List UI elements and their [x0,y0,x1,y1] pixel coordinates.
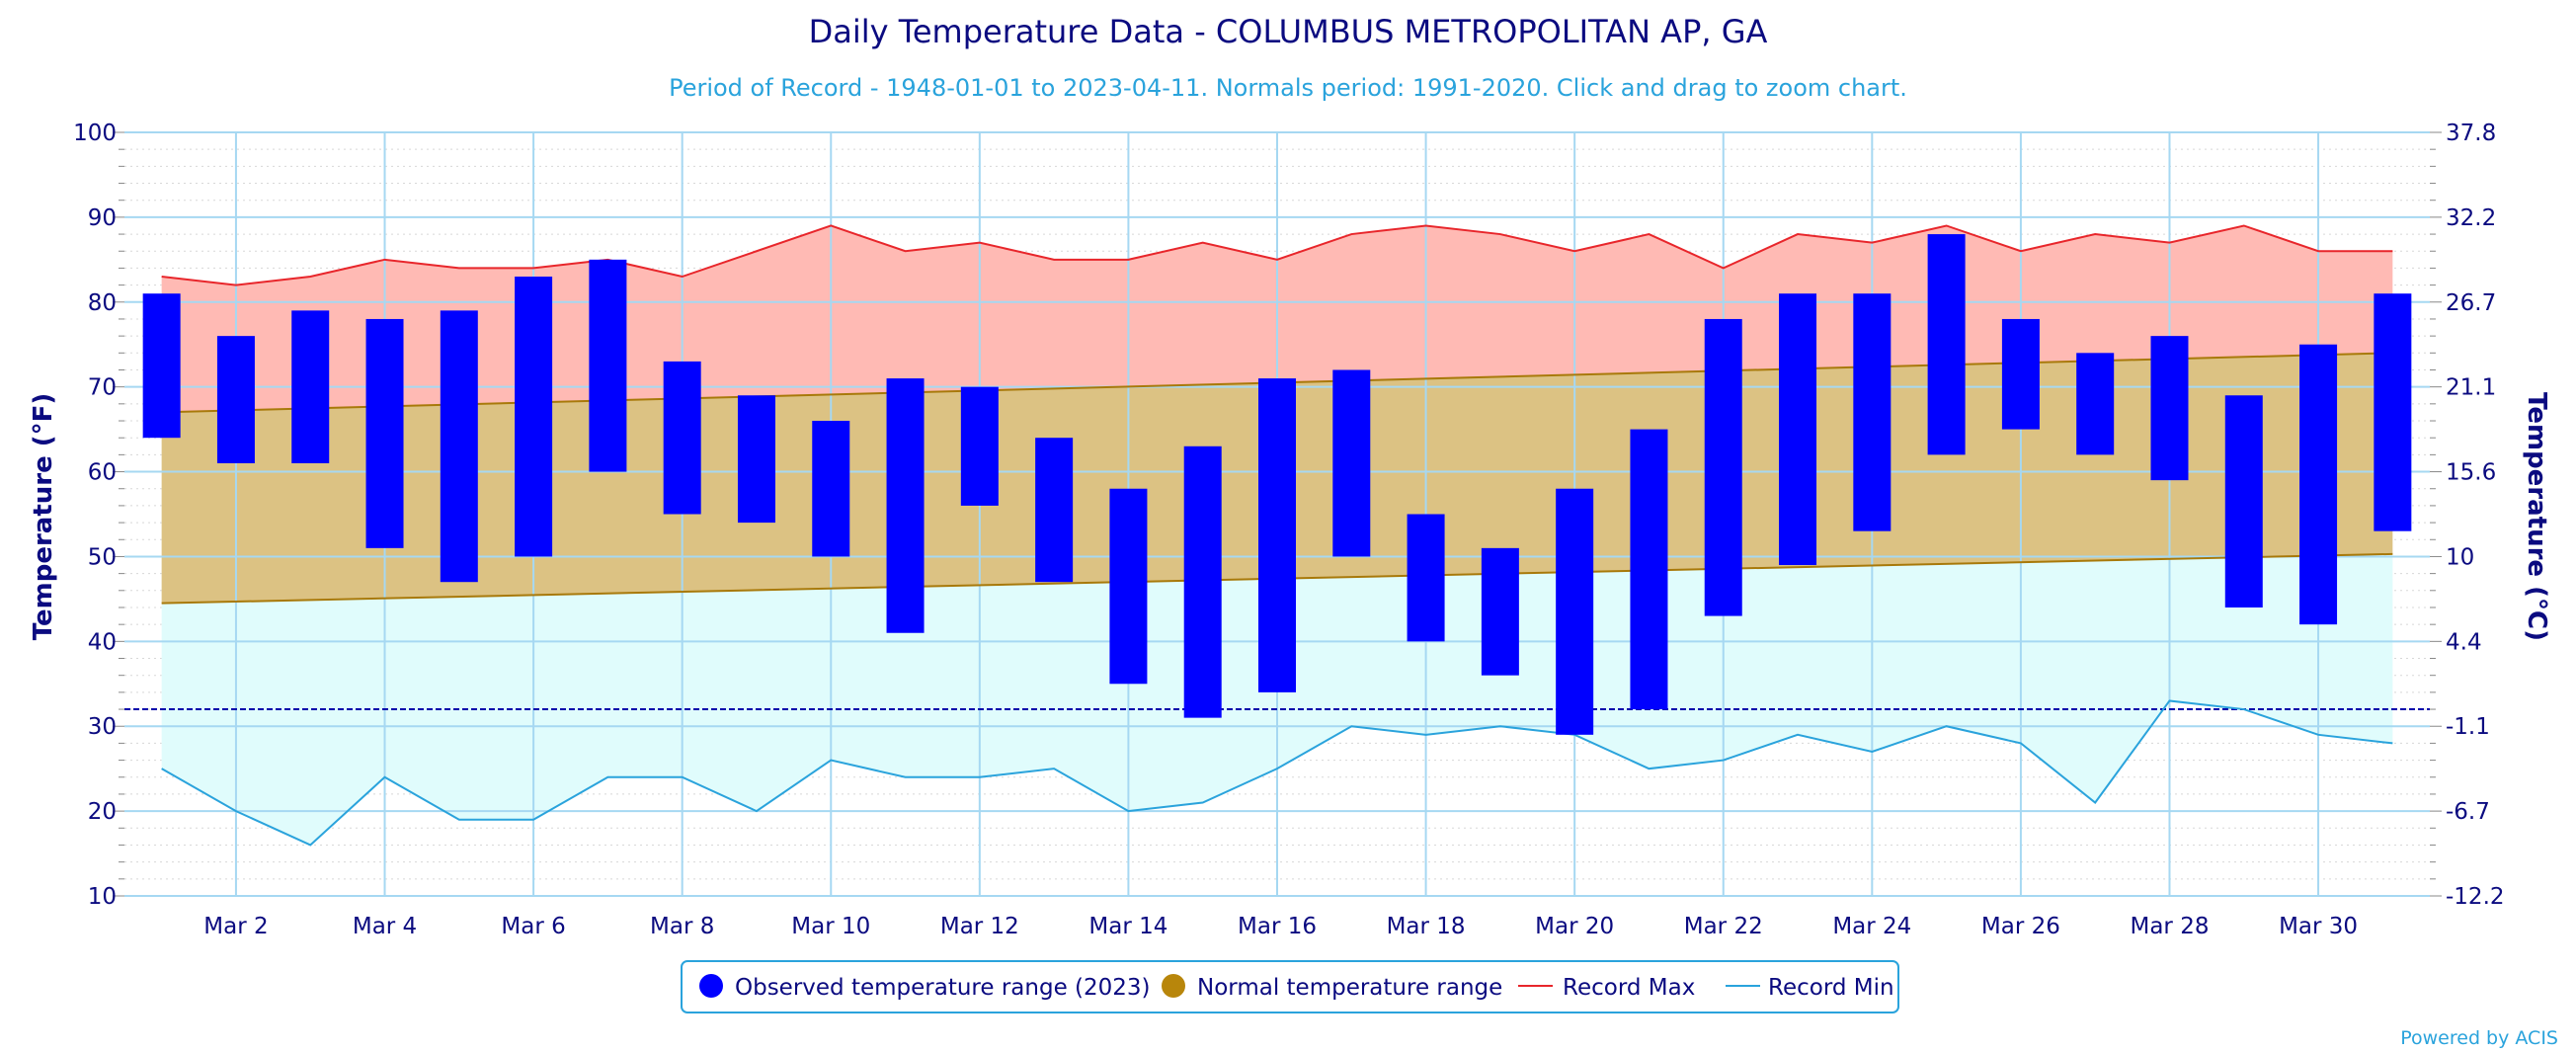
observed-bar[interactable] [2150,336,2189,481]
y-tick-label-right: -6.7 [2446,799,2490,825]
legend: Observed temperature range (2023) Normal… [681,960,1899,1013]
observed-bar[interactable] [365,318,404,548]
x-tick-label: Mar 4 [353,914,417,939]
y-axis-title-right: Temperature (°C) [2522,392,2551,641]
chart-title: Daily Temperature Data - COLUMBUS METROP… [809,13,1768,50]
y-tick-label-left: 40 [88,629,117,655]
legend-observed-marker [699,974,723,998]
y-tick-label-left: 90 [88,205,117,231]
legend-observed-label[interactable]: Observed temperature range (2023) [735,975,1151,1001]
y-tick-label-right: 21.1 [2446,375,2496,401]
x-tick-label: Mar 26 [1981,914,2060,939]
observed-bar[interactable] [812,421,850,557]
x-tick-label: Mar 28 [2130,914,2209,939]
legend-normal-label[interactable]: Normal temperature range [1197,975,1502,1001]
x-tick-label: Mar 8 [650,914,714,939]
y-tick-label-left: 20 [88,799,117,825]
observed-bar[interactable] [1630,429,1668,710]
observed-bar[interactable] [1704,318,1742,616]
observed-bar[interactable] [1183,446,1222,718]
y-tick-label-right: 15.6 [2446,460,2496,486]
observed-bar[interactable] [2224,395,2263,608]
observed-bar[interactable] [2001,318,2040,430]
y-tick-label-left: 70 [88,375,117,401]
y-axis-title-left: Temperature (°F) [29,393,58,641]
observed-bar[interactable] [960,386,999,506]
observed-bar[interactable] [1927,234,1966,455]
observed-bar[interactable] [663,361,701,515]
observed-bar[interactable] [440,310,478,583]
y-tick-label-right: 37.8 [2446,121,2496,146]
chart-subtitle: Period of Record - 1948-01-01 to 2023-04… [669,74,1907,102]
x-tick-label: Mar 2 [203,914,268,939]
observed-bar[interactable] [2374,293,2412,531]
y-tick-label-left: 30 [88,714,117,740]
x-tick-label: Mar 18 [1387,914,1466,939]
y-tick-label-left: 50 [88,544,117,570]
x-tick-label: Mar 20 [1535,914,1614,939]
y-tick-label-right: 10 [2446,544,2474,570]
x-tick-label: Mar 6 [501,914,565,939]
observed-bar[interactable] [589,259,627,472]
record-max-line [161,224,2393,286]
observed-bar[interactable] [1109,488,1148,685]
observed-bar[interactable] [2076,353,2115,455]
observed-bar[interactable] [1035,438,1074,583]
y-tick-label-left: 80 [88,290,117,316]
x-tick-label: Mar 16 [1238,914,1317,939]
y-tick-label-right: 26.7 [2446,290,2496,316]
observed-bar[interactable] [1332,369,1371,557]
observed-bar[interactable] [1556,488,1594,735]
x-tick-label: Mar 12 [940,914,1019,939]
y-tick-label-right: 4.4 [2446,629,2482,655]
record-min-line [161,699,2393,847]
plot-area[interactable]: 100 90 80 70 60 50 40 30 20 10 37.8 32.2 26.7 21.1 15.… [73,121,2504,939]
y-tick-label-left: 100 [73,121,117,146]
legend-record-max-label[interactable]: Record Max [1563,975,1695,1001]
observed-bar[interactable] [1779,293,1817,566]
observed-bar[interactable] [737,395,775,524]
x-tick-label: Mar 14 [1088,914,1167,939]
observed-bar[interactable] [142,293,181,439]
x-tick-label: Mar 30 [2279,914,2358,939]
observed-bar[interactable] [2299,344,2338,625]
y-tick-label-right: 32.2 [2446,205,2496,231]
observed-bar[interactable] [291,310,330,463]
x-tick-label: Mar 24 [1832,914,1911,939]
y-tick-label-left: 10 [88,884,117,910]
observed-bar[interactable] [1407,514,1445,642]
y-tick-label-right: -12.2 [2446,884,2505,910]
observed-bar[interactable] [216,336,255,463]
legend-record-min-label[interactable]: Record Min [1768,975,1894,1001]
x-tick-label: Mar 22 [1684,914,1763,939]
observed-bar[interactable] [886,378,925,633]
x-tick-label: Mar 10 [791,914,870,939]
observed-bar[interactable] [1481,547,1519,676]
powered-by-credit[interactable]: Powered by ACIS [2400,1027,2558,1049]
legend-box [681,960,1899,1013]
observed-bar[interactable] [1258,378,1296,692]
legend-normal-marker [1162,974,1185,998]
y-tick-label-left: 60 [88,460,117,486]
observed-bar[interactable] [1853,293,1892,531]
y-tick-label-right: -1.1 [2446,714,2490,740]
observed-bar[interactable] [515,277,553,557]
